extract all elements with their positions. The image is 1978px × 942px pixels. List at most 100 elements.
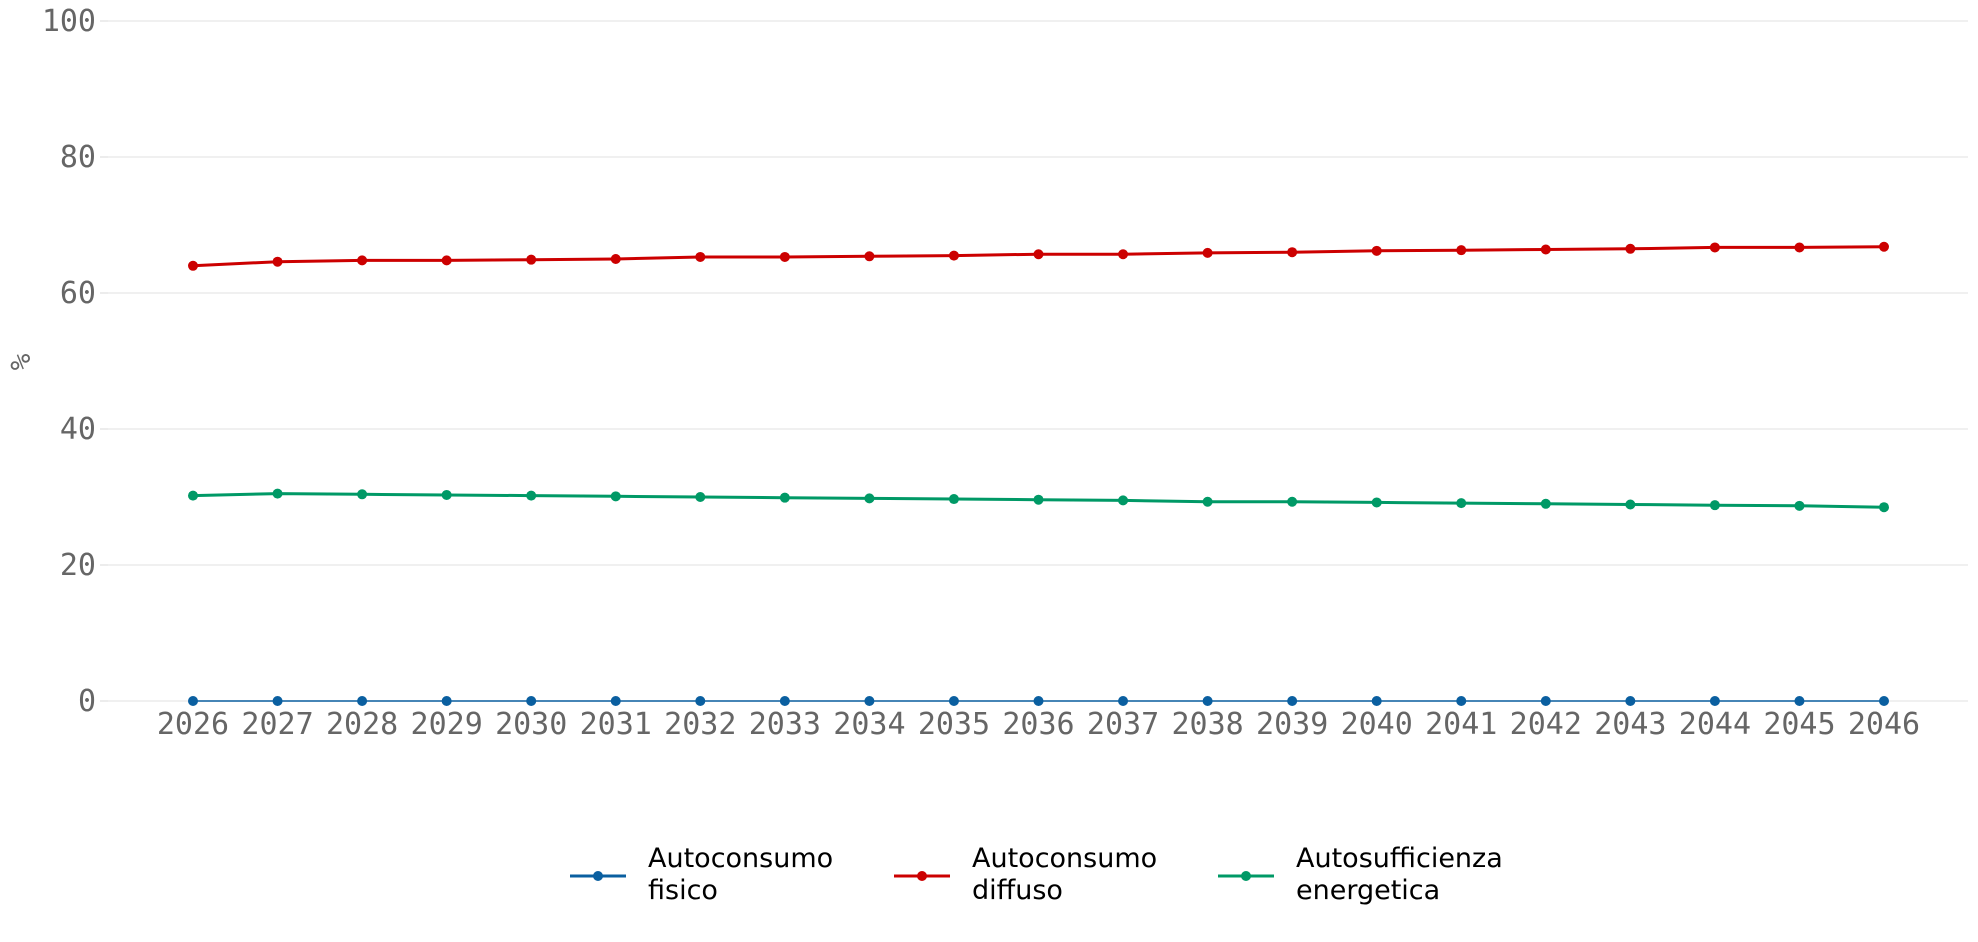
- y-axis-title: %: [4, 353, 37, 370]
- y-tick-label: 80: [60, 140, 96, 175]
- x-tick-label: 2035: [918, 707, 990, 742]
- y-tick-label: 100: [42, 4, 96, 39]
- series-0: [188, 696, 1889, 706]
- x-tick-label: 2026: [157, 707, 229, 742]
- data-point: [1625, 499, 1636, 510]
- data-point: [441, 696, 452, 706]
- data-point: [357, 696, 368, 706]
- data-point: [1033, 249, 1044, 260]
- x-tick-label: 2043: [1594, 707, 1666, 742]
- data-point: [1371, 497, 1382, 508]
- legend-label-line: diffuso: [972, 875, 1063, 906]
- data-point: [441, 255, 452, 266]
- x-tick-label: 2027: [241, 707, 313, 742]
- x-tick-label: 2042: [1510, 707, 1582, 742]
- y-axis: 0 20 40 60 80 100: [42, 4, 108, 719]
- data-point: [1709, 500, 1720, 511]
- legend-label: Autosufficienza energetica: [1296, 843, 1503, 906]
- legend-label-line: Autosufficienza: [1296, 843, 1503, 874]
- data-point: [1540, 498, 1551, 509]
- data-point: [779, 251, 790, 262]
- legend-swatch-marker: [1241, 871, 1251, 881]
- data-point: [526, 696, 537, 706]
- x-tick-label: 2029: [411, 707, 483, 742]
- legend-item-0: Autoconsumo fisico: [570, 843, 833, 906]
- data-point: [188, 490, 198, 501]
- data-point: [1879, 696, 1889, 706]
- data-point: [1540, 244, 1551, 255]
- legend-item-1: Autoconsumo diffuso: [894, 843, 1157, 906]
- y-tick-label: 0: [78, 684, 96, 719]
- x-tick-label: 2037: [1087, 707, 1159, 742]
- data-point: [695, 251, 706, 262]
- data-point: [1202, 696, 1213, 706]
- series-1: [188, 241, 1889, 271]
- x-tick-label: 2028: [326, 707, 398, 742]
- data-point: [188, 696, 198, 706]
- data-point: [610, 696, 621, 706]
- y-tick-label: 40: [60, 412, 96, 447]
- data-point: [1202, 247, 1213, 258]
- data-point: [1794, 500, 1805, 511]
- data-point: [948, 696, 959, 706]
- data-point: [948, 250, 959, 261]
- data-point: [1879, 241, 1889, 252]
- data-point: [1033, 494, 1044, 505]
- legend-label-line: Autoconsumo: [648, 843, 833, 874]
- legend-label-line: energetica: [1296, 875, 1440, 906]
- data-point: [1371, 696, 1382, 706]
- data-point: [441, 489, 452, 500]
- data-point: [1371, 245, 1382, 256]
- x-tick-label: 2032: [664, 707, 736, 742]
- data-point: [1456, 498, 1467, 509]
- x-tick-label: 2036: [1002, 707, 1074, 742]
- data-point: [272, 488, 283, 499]
- series: [188, 241, 1889, 706]
- x-tick-label: 2044: [1679, 707, 1751, 742]
- data-point: [1709, 696, 1720, 706]
- legend-swatch-marker: [593, 871, 603, 881]
- x-tick-label: 2031: [580, 707, 652, 742]
- data-point: [272, 256, 283, 267]
- data-point: [1287, 496, 1298, 507]
- series-2: [188, 488, 1889, 513]
- data-point: [526, 490, 537, 501]
- data-point: [1794, 696, 1805, 706]
- data-point: [1287, 696, 1298, 706]
- y-tick-label: 20: [60, 548, 96, 583]
- data-point: [1456, 696, 1467, 706]
- x-tick-label: 2045: [1763, 707, 1835, 742]
- data-point: [357, 255, 368, 266]
- data-point: [272, 696, 283, 706]
- data-point: [1118, 249, 1129, 260]
- x-tick-label: 2046: [1848, 707, 1920, 742]
- y-tick-label: 60: [60, 276, 96, 311]
- data-point: [1540, 696, 1551, 706]
- gridlines: [108, 20, 1968, 702]
- data-point: [1202, 496, 1213, 507]
- data-point: [695, 492, 706, 502]
- legend-label-line: fisico: [648, 875, 718, 906]
- x-tick-label: 2040: [1341, 707, 1413, 742]
- x-tick-label: 2039: [1256, 707, 1328, 742]
- data-point: [779, 696, 790, 706]
- legend-label: Autoconsumo diffuso: [972, 843, 1157, 906]
- data-point: [1118, 495, 1129, 506]
- x-tick-label: 2034: [833, 707, 905, 742]
- data-point: [1879, 502, 1889, 513]
- legend-item-2: Autosufficienza energetica: [1218, 843, 1503, 906]
- data-point: [188, 260, 198, 271]
- data-point: [948, 494, 959, 505]
- data-point: [357, 489, 368, 500]
- data-point: [526, 254, 537, 265]
- legend-swatch-marker: [917, 871, 927, 881]
- data-point: [1794, 242, 1805, 253]
- x-axis: 2026 2027 2028 2029 2030 2031 2032 2033 2034 2035…: [157, 707, 1920, 742]
- data-point: [1625, 243, 1636, 254]
- data-point: [864, 696, 875, 706]
- data-point: [1709, 242, 1720, 253]
- data-point: [1033, 696, 1044, 706]
- data-point: [610, 254, 621, 264]
